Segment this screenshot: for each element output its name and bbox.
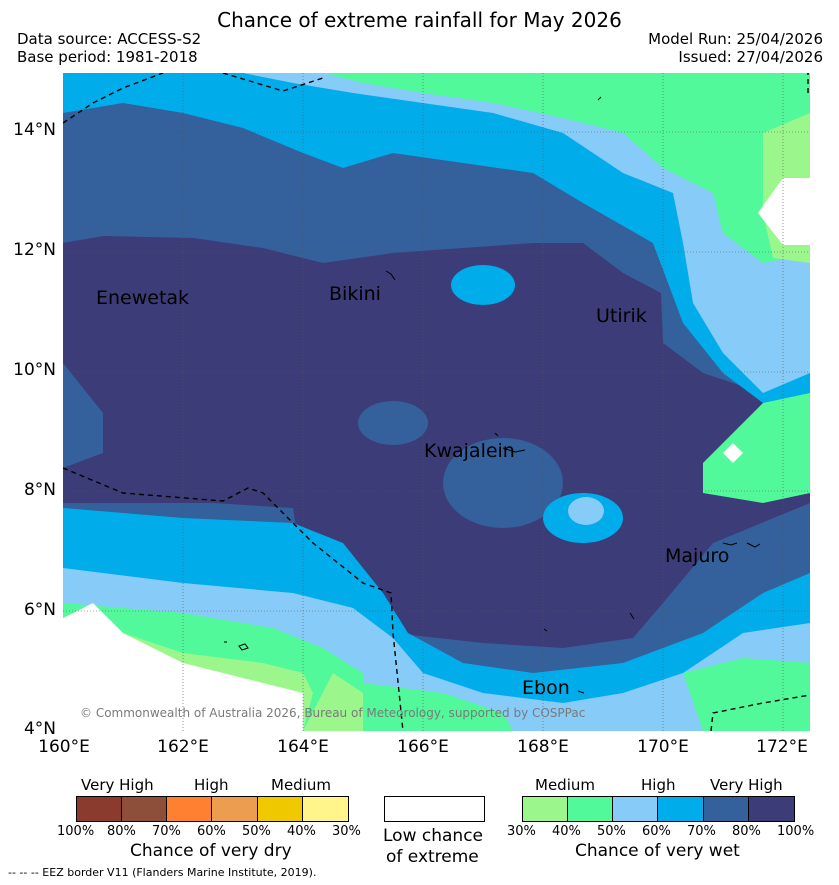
atoll-kwajalein [494,432,526,453]
dry-tick-80: 80% [107,824,136,839]
dry-tick-30: 30% [332,824,361,839]
lon-label-166e: 166°E [397,737,449,757]
atoll-majuro [722,542,761,548]
dry-tick-70: 70% [152,824,181,839]
zone-wet-40-50-north [323,73,810,263]
dry-tick-40: 40% [287,824,316,839]
dry-header-very-high: Very High [81,776,154,794]
lon-label-160e: 160°E [38,737,90,757]
lon-label-172e: 172°E [756,737,808,757]
wet-swatch-5 [703,797,749,821]
wet-swatch-2 [568,797,614,821]
lon-label-168e: 168°E [517,737,569,757]
dry-swatch-5 [257,797,303,821]
wet-header-medium: Medium [535,776,595,794]
wet-tick-40: 40% [552,824,581,839]
wet-tick-70: 70% [687,824,716,839]
eez-southeast [710,694,810,731]
wet-caption: Chance of very wet [575,841,740,861]
dry-tick-100: 100% [57,824,95,839]
lat-label-4n: 4°N [23,719,56,739]
place-utirik: Utirik [596,305,647,327]
copyright-notice: © Commonwealth of Australia 2026, Bureau… [80,706,586,720]
issued-date: Issued: 27/04/2026 [678,48,823,66]
dry-swatch-4 [212,797,258,821]
atoll-bikini [385,270,396,281]
zone-wet-70-80-island [358,401,428,445]
lat-label-12n: 12°N [13,240,56,260]
dry-swatch-3 [167,797,213,821]
eez-north [63,73,324,124]
low-caption-line1: Low chance [383,826,483,846]
lon-label-162e: 162°E [157,737,209,757]
zone-wet-30-40-south-mid [303,673,363,731]
dry-tick-50: 50% [242,824,271,839]
atoll-misc [224,96,602,651]
zone-wet-70-80-lobe [443,438,563,528]
lon-label-164e: 164°E [277,737,329,757]
meta-right: Model Run: 25/04/2026 Issued: 27/04/2026 [648,30,823,66]
base-period: Base period: 1981-2018 [17,48,198,66]
place-kwajalein: Kwajalein [424,440,515,462]
wet-swatch-4 [658,797,704,821]
zone-low-chance-northeast [758,178,810,245]
wet-tick-80: 80% [732,824,761,839]
low-chance-color [385,797,484,821]
zone-wet-40-50-south-mid [363,683,513,731]
atolls [224,96,761,694]
meta-left: Data source: ACCESS-S2 Base period: 1981… [17,30,201,66]
place-bikini: Bikini [329,283,381,305]
zone-wet-40-50-south-east [683,658,810,731]
dry-swatch-1 [77,797,123,821]
place-enewetak: Enewetak [96,287,190,309]
zone-wet-60-70-bubble [451,265,515,305]
place-majuro: Majuro [665,545,730,567]
rainfall-map [63,73,810,731]
dry-swatch-6 [302,797,348,821]
zone-wet-70-80-west [63,363,103,468]
lat-label-8n: 8°N [23,480,56,500]
wet-tick-60: 60% [642,824,671,839]
eez-borders [63,73,810,731]
wet-header-high: High [641,776,676,794]
dry-swatch-2 [122,797,168,821]
lon-label-170e: 170°E [637,737,689,757]
eez-west [63,467,404,731]
wet-swatch-6 [748,797,794,821]
dry-header-high: High [194,776,229,794]
dry-colorbar [76,796,349,822]
low-chance-swatch [384,796,485,822]
data-source: Data source: ACCESS-S2 [17,30,202,48]
dry-header-medium: Medium [271,776,331,794]
zone-low-chance-east-spot [723,443,743,463]
wet-header-very-high: Very High [710,776,783,794]
dry-tick-60: 60% [197,824,226,839]
eez-footnote: -- -- -- EEZ border V11 (Flanders Marine… [8,866,317,879]
chart-title: Chance of extreme rainfall for May 2026 [217,8,622,32]
place-ebon: Ebon [522,677,570,699]
wet-tick-100: 100% [777,824,815,839]
low-caption-line2: of extreme [386,847,479,867]
dry-caption: Chance of very dry [130,841,292,861]
lat-label-6n: 6°N [23,600,56,620]
wet-swatch-3 [613,797,659,821]
wet-tick-50: 50% [597,824,626,839]
model-run: Model Run: 25/04/2026 [648,30,823,48]
lat-label-10n: 10°N [13,360,56,380]
wet-colorbar [522,796,795,822]
wet-tick-30: 30% [507,824,536,839]
atoll-ebon [577,690,585,694]
lat-label-14n: 14°N [13,120,56,140]
wet-swatch-1 [523,797,569,821]
atoll-south [543,612,635,632]
zone-wet-50-60-pocket [568,497,604,525]
